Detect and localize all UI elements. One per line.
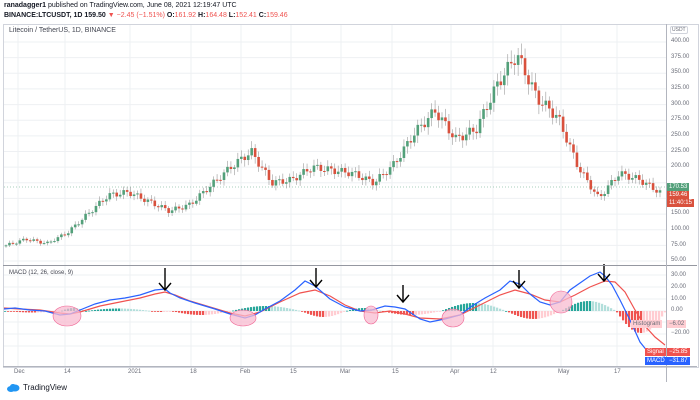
currency-label[interactable]: USDT — [670, 26, 688, 34]
histogram-label: Histogram — [631, 320, 663, 328]
y-tick: 200.00 — [671, 163, 690, 169]
y-tick: 225.00 — [671, 148, 690, 154]
publisher-name: ranadagger1 — [4, 2, 47, 9]
highlight-ellipse — [52, 305, 82, 327]
y-tick: 400.00 — [671, 38, 690, 44]
highlight-ellipse — [363, 305, 379, 325]
low-label: L: — [228, 12, 236, 19]
highlight-ellipse — [441, 308, 465, 328]
down-arrow-icon: ▼ — [107, 12, 115, 19]
y-tick: 275.00 — [671, 116, 690, 122]
close-label: C: — [258, 12, 267, 19]
macd-label: MACD — [645, 357, 667, 365]
last-price-label: 170.53 — [667, 183, 690, 191]
close-value: 159.46 — [266, 12, 288, 19]
y-tick: 20.00 — [671, 284, 687, 290]
pane-separator[interactable] — [3, 265, 697, 266]
y-tick: 375.00 — [671, 54, 690, 60]
high-value: 164.48 — [205, 12, 227, 19]
highlight-ellipse — [229, 309, 257, 327]
y-tick: 300.00 — [671, 101, 690, 107]
x-tick: Dec — [14, 369, 25, 375]
countdown-label: 11:40:15 — [667, 199, 694, 207]
signal-label: Signal — [645, 348, 666, 356]
x-tick: 17 — [614, 369, 621, 375]
arrow-down-icon — [158, 268, 172, 292]
highlight-ellipse — [549, 290, 573, 314]
arrow-down-icon — [396, 285, 410, 304]
last-price: 159.50 — [84, 12, 106, 19]
histogram-value: −6.02 — [667, 320, 687, 328]
x-tick: 14 — [64, 369, 71, 375]
price-pane-title: Litecoin / TetherUS, 1D, BINANCE — [9, 27, 116, 34]
down-arrows — [158, 264, 611, 304]
y-tick: 100.00 — [671, 226, 690, 232]
signal-line — [3, 280, 666, 346]
y-tick: 0.00 — [671, 307, 683, 313]
published-text: published on TradingView.com, June 08, 2… — [47, 2, 237, 9]
y-tick: 250.00 — [671, 132, 690, 138]
x-tick: Apr — [450, 369, 460, 375]
y-tick: 10.00 — [671, 296, 687, 302]
y-tick: 350.00 — [671, 69, 690, 75]
high-label: H: — [198, 12, 206, 19]
symbol: BINANCE:LTCUSDT, 1D — [4, 12, 83, 19]
tradingview-logo[interactable]: TradingView — [6, 383, 67, 392]
arrow-down-icon — [512, 270, 526, 290]
brand-name: TradingView — [23, 383, 68, 392]
price-change: −2.45 (−1.51%) — [116, 12, 165, 19]
arrow-down-icon — [597, 264, 611, 283]
x-tick: 15 — [392, 369, 399, 375]
x-tick: 12 — [490, 369, 497, 375]
cloud-icon — [7, 384, 20, 392]
y-tick: 75.00 — [671, 242, 687, 248]
x-tick: May — [558, 369, 570, 375]
symbol-info: BINANCE:LTCUSDT, 1D 159.50 ▼ −2.45 (−1.5… — [4, 12, 288, 19]
low-value: 152.41 — [235, 12, 257, 19]
x-tick: 18 — [190, 369, 197, 375]
arrow-down-icon — [309, 268, 323, 289]
x-tick: 15 — [290, 369, 297, 375]
y-tick: 50.00 — [671, 257, 687, 263]
candles — [4, 43, 662, 248]
crossover-ellipses — [52, 290, 573, 328]
open-value: 161.92 — [174, 12, 197, 19]
x-tick: Feb — [240, 369, 251, 375]
macd-pane-title: MACD (12, 26, close, 9) — [9, 270, 74, 276]
x-tick: 2021 — [128, 369, 142, 375]
signal-value: −25.85 — [667, 348, 690, 356]
y-tick: 325.00 — [671, 85, 690, 91]
close-price-label: 159.46 — [667, 191, 690, 199]
x-tick: Mar — [340, 369, 351, 375]
open-label: O: — [166, 12, 175, 19]
y-tick: 30.00 — [671, 272, 687, 278]
y-tick: −20.00 — [671, 330, 690, 336]
chart-frame — [3, 24, 699, 368]
y-tick: 150.00 — [671, 210, 690, 216]
macd-value: −31.87 — [667, 357, 690, 365]
price-axis-line — [666, 24, 667, 382]
publish-info: ranadagger1 published on TradingView.com… — [4, 2, 237, 9]
time-axis-line — [3, 366, 697, 367]
